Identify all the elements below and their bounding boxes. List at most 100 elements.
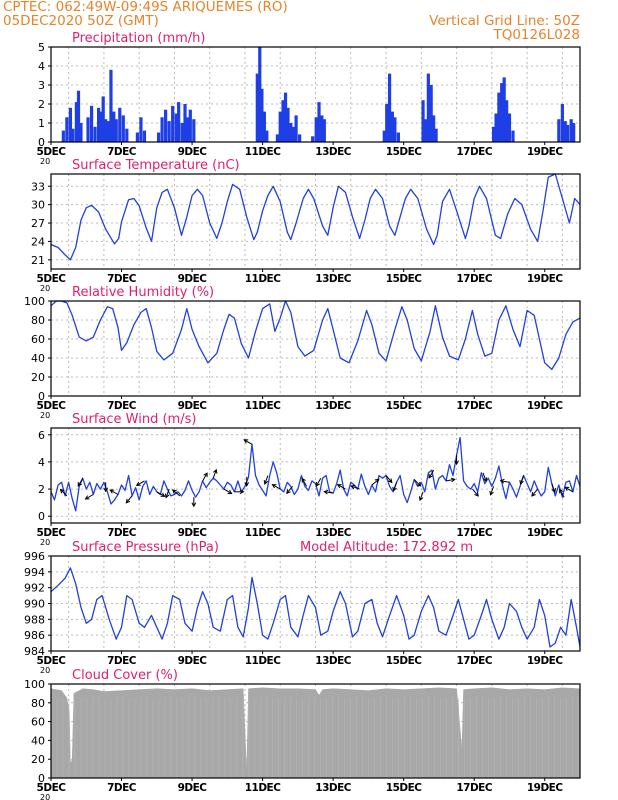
- precip-frame: [50, 46, 581, 143]
- precip-bar: [142, 130, 147, 142]
- wind-arrowhead: [374, 478, 380, 484]
- precip-bar: [320, 115, 324, 142]
- temp-xtick-label: 9DEC: [178, 273, 208, 285]
- pres-ytick-label: 986: [24, 629, 45, 642]
- rh-xtick-label: 19DEC: [527, 400, 564, 412]
- precip-bar: [97, 107, 101, 142]
- wind-arrow: [172, 489, 181, 497]
- rh-xtick-label: 11DEC: [245, 400, 282, 412]
- rh-xtick-label: 17DEC: [456, 400, 493, 412]
- precip-bar: [76, 90, 81, 142]
- precip-xtick-label: 17DEC: [456, 146, 493, 158]
- precip-bar: [317, 102, 321, 142]
- temp-year-stub: 20: [40, 284, 50, 293]
- precip-bar: [99, 111, 103, 142]
- pres-xtick-label: 17DEC: [456, 655, 493, 667]
- cloud-xtick-label: 5DEC: [37, 782, 67, 794]
- pres-year-stub: 20: [40, 666, 50, 675]
- pres-xtick-label: 15DEC: [386, 655, 423, 667]
- wind-ytick-label: 6: [38, 429, 45, 442]
- precip-bar: [385, 104, 389, 142]
- pres-ytick-label: 996: [24, 550, 45, 563]
- rh-ytick-label: 60: [31, 333, 45, 346]
- cloud-ytick-label: 40: [31, 734, 45, 747]
- precip-bar: [86, 117, 90, 142]
- wind-arrowhead: [103, 487, 109, 493]
- precip-bar: [101, 96, 105, 142]
- precip-bar: [281, 100, 285, 142]
- pres-xtick-label: 11DEC: [245, 655, 282, 667]
- temp-xtick-label: 15DEC: [386, 273, 423, 285]
- precip-bar: [429, 85, 433, 142]
- wind-arrow: [337, 484, 346, 490]
- pres-ytick-label: 988: [24, 613, 45, 626]
- precip-bar: [160, 117, 164, 142]
- pres-ytick-label: 992: [24, 582, 45, 595]
- wind-arrow: [520, 475, 525, 485]
- precip-xtick-label: 5DEC: [37, 146, 67, 158]
- wind-arrow: [85, 494, 94, 500]
- precip-ytick-label: 1: [38, 117, 45, 130]
- precip-bar: [192, 119, 196, 142]
- wind-xtick-label: 5DEC: [37, 527, 67, 539]
- wind-arrowhead: [499, 478, 505, 484]
- precip-bar: [112, 111, 116, 142]
- precip-bar: [387, 73, 392, 142]
- wind-arrowhead: [559, 488, 564, 494]
- wind-arrowhead: [203, 472, 208, 478]
- wind-arrow: [286, 486, 293, 494]
- wind-arrowhead: [263, 479, 269, 485]
- wind-xtick-label: 17DEC: [456, 527, 493, 539]
- precip-bar: [89, 105, 94, 142]
- wind-arrowhead: [239, 489, 245, 495]
- wind-arrowhead: [454, 460, 459, 466]
- wind-arrow: [212, 469, 217, 479]
- wind-arrowhead: [416, 481, 422, 487]
- wind-arrow: [350, 485, 360, 490]
- temp-xtick-label: 5DEC: [37, 273, 67, 285]
- wind-arrowhead: [418, 496, 424, 502]
- precip-bar: [135, 132, 140, 142]
- precip-bar: [289, 123, 293, 142]
- temp-ytick-label: 24: [31, 235, 45, 248]
- pres-line: [50, 567, 581, 648]
- wind-arrow: [243, 439, 253, 445]
- wind-arrow: [371, 478, 380, 486]
- precip-bar: [311, 136, 315, 142]
- wind-title: Surface Wind (m/s): [72, 412, 196, 427]
- wind-arrow: [136, 480, 145, 486]
- temp-ytick-label: 30: [31, 199, 45, 212]
- wind-arrow: [419, 491, 424, 501]
- precip-bar: [118, 107, 122, 142]
- rh-ytick-label: 20: [31, 371, 45, 384]
- cloud-title: Cloud Cover (%): [72, 668, 178, 683]
- cloud-ytick-label: 0: [38, 772, 45, 785]
- wind-arrow: [500, 480, 510, 483]
- cloud-ytick-label: 80: [31, 697, 45, 710]
- wind-arrow: [315, 477, 322, 487]
- wind-arrowhead: [551, 488, 556, 494]
- wind-arrowhead: [125, 498, 131, 504]
- station-line: CPTEC: 062:49W-09:49S ARIQUEMES (RO): [3, 0, 288, 15]
- wind-arrowhead: [243, 439, 249, 444]
- wind-arrow: [531, 488, 539, 497]
- precip-bar: [505, 100, 509, 142]
- wind-xtick-label: 15DEC: [386, 527, 423, 539]
- precip-bar: [557, 119, 561, 142]
- wind-arrow: [301, 478, 308, 487]
- precip-ytick-label: 0: [38, 136, 45, 149]
- temp-ytick-label: 27: [31, 217, 45, 230]
- rh-ytick-label: 100: [24, 295, 45, 308]
- wind-xtick-label: 19DEC: [527, 527, 564, 539]
- precip-bar: [104, 119, 108, 142]
- wind-arrowhead: [323, 489, 329, 495]
- rh-frame: [50, 300, 581, 397]
- wind-arrowhead: [84, 495, 90, 500]
- wind-arrowhead: [392, 486, 397, 492]
- wind-xtick-label: 7DEC: [107, 527, 137, 539]
- wind-arrow: [559, 489, 565, 498]
- wind-arrowhead: [191, 502, 197, 508]
- wind-arrow: [490, 486, 495, 495]
- wind-arrowhead: [336, 484, 342, 489]
